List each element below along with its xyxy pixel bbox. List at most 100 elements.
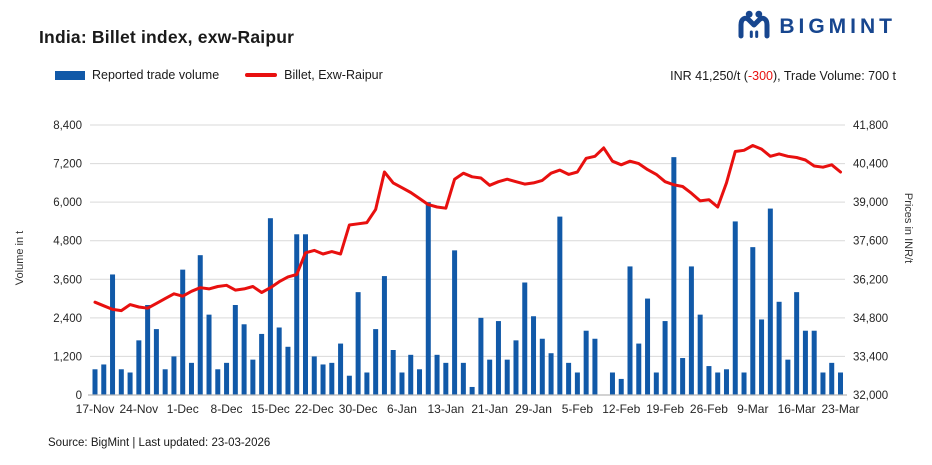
volume-bar [188, 362, 194, 395]
volume-bar [504, 359, 510, 395]
volume-bar [338, 343, 344, 395]
volume-bar [732, 221, 738, 395]
volume-bar [215, 369, 221, 395]
volume-bar [829, 362, 835, 395]
volume-bar [399, 372, 405, 395]
volume-bar [548, 353, 554, 395]
y-tick-label-left: 4,800 [53, 236, 82, 248]
x-tick-label: 17-Nov [76, 402, 115, 416]
x-tick-label: 1-Dec [167, 402, 199, 416]
y-tick-label-left: 2,400 [53, 313, 82, 325]
volume-bar [723, 369, 729, 395]
volume-bar [162, 369, 168, 395]
volume-bar [241, 324, 247, 395]
volume-bar [495, 321, 501, 395]
x-tick-label: 23-Mar [821, 402, 859, 416]
x-tick-label: 9-Mar [737, 402, 768, 416]
x-tick-label: 30-Dec [339, 402, 378, 416]
x-tick-label: 19-Feb [646, 402, 684, 416]
y-tick-label-left: 1,200 [53, 351, 82, 363]
x-tick-label: 24-Nov [120, 402, 159, 416]
y-tick-label-left: 8,400 [53, 120, 82, 132]
volume-bar [460, 362, 466, 395]
volume-bar [320, 364, 326, 395]
volume-bar [794, 292, 800, 395]
volume-bar [767, 208, 773, 395]
volume-bar [381, 276, 387, 395]
price-change: -300 [747, 69, 773, 83]
volume-bar [636, 343, 642, 395]
volume-bar [680, 358, 686, 395]
volume-bar [557, 216, 563, 395]
volume-bar [346, 375, 352, 395]
volume-bar [452, 250, 458, 395]
volume-bar [329, 362, 335, 395]
y-tick-label-left: 0 [76, 390, 82, 402]
x-tick-label: 8-Dec [211, 402, 243, 416]
x-tick-label: 5-Feb [562, 402, 594, 416]
volume-bar [171, 356, 177, 395]
y-tick-label-right: 39,000 [853, 197, 888, 209]
bar-series-swatch [55, 70, 85, 80]
volume-bar [785, 359, 791, 395]
volume-bar [417, 369, 423, 395]
y-tick-label-right: 36,200 [853, 274, 888, 286]
volume-bar [487, 359, 493, 395]
volume-bar [531, 316, 537, 395]
page-title: India: Billet index, exw-Raipur [39, 27, 295, 47]
volume-bar [294, 234, 300, 395]
y-tick-label-left: 7,200 [53, 159, 82, 171]
x-tick-label: 6-Jan [387, 402, 417, 416]
volume-bar [706, 366, 712, 395]
volume-bar [513, 340, 519, 395]
volume-bar [583, 330, 589, 395]
volume-bar [180, 269, 186, 395]
bigmint-logo-text: BIGMINT [779, 14, 896, 38]
volume-bar [373, 329, 379, 395]
y-tick-label-right: 34,800 [853, 313, 888, 325]
y-tick-label-right: 32,000 [853, 390, 888, 402]
volume-bar [355, 292, 361, 395]
volume-bar [759, 319, 765, 395]
volume-bar [285, 346, 291, 395]
legend-item-billet-index: Billet, Exw-Raipur [245, 68, 383, 82]
volume-bar [592, 338, 598, 395]
chart-plot: 0 32,000 1,200 33,400 2,400 34,800 3,600 36,200… [53, 120, 888, 416]
volume-bar [671, 157, 677, 395]
price-suffix: ), Trade Volume: 700 t [773, 69, 896, 83]
volume-bar [364, 372, 370, 395]
volume-bar [478, 317, 484, 395]
volume-bar [232, 305, 238, 395]
x-tick-label: 29-Jan [515, 402, 552, 416]
volume-bar [136, 340, 142, 395]
volume-bar [302, 234, 308, 395]
volume-bar [267, 218, 273, 395]
volume-bar [715, 372, 721, 395]
volume-bar [206, 314, 212, 395]
volume-bar [443, 362, 449, 395]
volume-bar [662, 321, 668, 395]
volume-bar [566, 362, 572, 395]
line-series-swatch [245, 73, 278, 77]
x-tick-label: 16-Mar [778, 402, 816, 416]
volume-bar [259, 333, 265, 395]
volume-bar [838, 372, 843, 395]
volume-bar [820, 372, 826, 395]
volume-bar [434, 354, 440, 395]
volume-bar [408, 354, 414, 395]
price-line [93, 144, 842, 313]
volume-bar [153, 329, 159, 395]
volume-bar [92, 369, 98, 395]
legend-item-trade-volume: Reported trade volume [55, 68, 219, 82]
volume-bar [145, 305, 151, 395]
volume-bar [425, 202, 431, 395]
bigmint-logo-icon [737, 8, 771, 45]
volume-bar [469, 386, 475, 395]
volume-bar [101, 364, 107, 395]
x-tick-label: 21-Jan [471, 402, 508, 416]
bigmint-logo: BIGMINT [737, 8, 896, 45]
volume-bar [110, 274, 116, 395]
volume-bar [627, 266, 633, 395]
y-tick-label-left: 6,000 [53, 197, 82, 209]
x-tick-label: 12-Feb [602, 402, 640, 416]
